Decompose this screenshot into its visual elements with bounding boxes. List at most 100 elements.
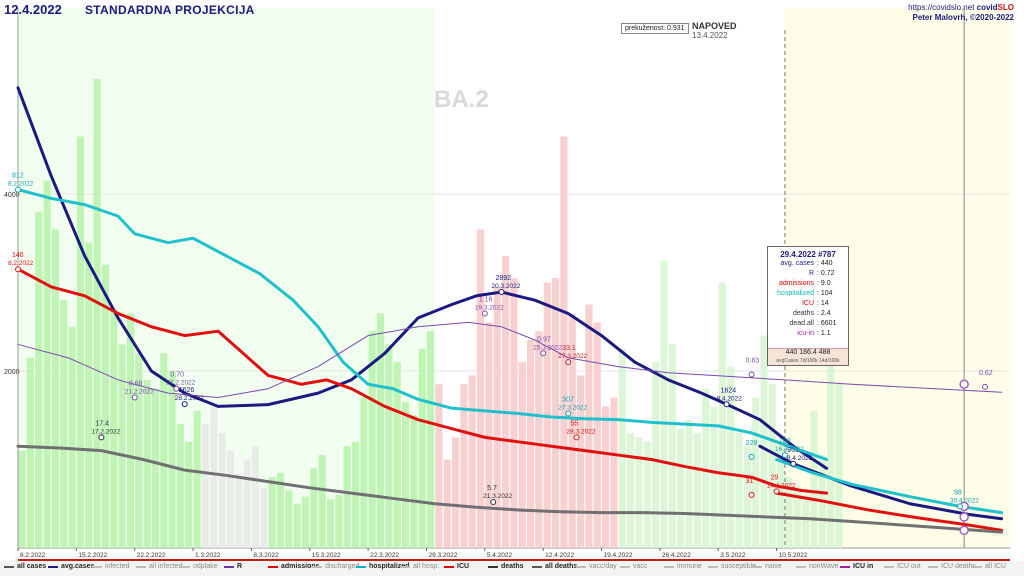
legend-item[interactable]: ICU out <box>884 563 921 570</box>
case-bar <box>552 278 560 548</box>
case-bar <box>218 432 226 548</box>
value-date-label: 21.2.2022 <box>125 389 154 396</box>
legend-item[interactable]: odplake <box>180 563 218 570</box>
legend-swatch <box>620 565 630 568</box>
legend-item[interactable]: nonWave <box>796 563 838 570</box>
case-bar <box>685 419 693 548</box>
legend-item[interactable]: all ICU <box>972 563 1006 570</box>
legend-swatch <box>928 565 938 568</box>
case-bar <box>235 472 243 548</box>
info-row-value: : 9.0 <box>817 280 831 287</box>
highlight-marker <box>959 379 969 390</box>
legend-item[interactable]: vacc/day <box>576 563 617 570</box>
value-date-label: 9.4.2022 <box>717 395 743 402</box>
info-row-key: deaths <box>792 310 814 317</box>
case-bar <box>810 410 818 548</box>
value-label: 2892 <box>495 275 511 282</box>
legend-item[interactable]: R <box>224 563 242 570</box>
info-row-key: dead.all <box>789 320 814 327</box>
case-bar <box>710 406 718 548</box>
legend-item[interactable]: hospitalized <box>356 563 409 570</box>
legend-item[interactable]: avg.cases <box>48 563 94 570</box>
legend-item[interactable]: vacc <box>620 563 647 570</box>
legend-item[interactable]: ICU in <box>840 563 873 570</box>
series-line <box>16 86 829 470</box>
case-bar <box>493 286 501 548</box>
info-row-key: avg. cases <box>780 260 814 267</box>
value-date-label: 27.2.2022 <box>166 380 195 387</box>
site-prefix: https://covidslo.net <box>908 3 977 12</box>
value-marker <box>481 310 488 317</box>
legend-item[interactable]: naive <box>752 563 782 570</box>
legend-item[interactable]: all deaths <box>532 563 577 570</box>
forecast-label: NAPOVED 13.4.2022 <box>692 21 737 41</box>
case-bar <box>627 432 635 548</box>
value-marker <box>790 460 797 467</box>
legend-label: deaths <box>501 563 524 570</box>
case-bar <box>176 424 185 548</box>
case-bar <box>568 313 576 548</box>
value-label: 0.83 <box>746 358 760 365</box>
case-bar <box>118 344 126 548</box>
legend-swatch <box>92 565 102 568</box>
date-strip <box>18 559 1010 561</box>
legend-label: avg.cases <box>61 563 95 570</box>
value-marker <box>173 385 180 392</box>
case-bar <box>26 357 34 548</box>
legend-label: ICU <box>457 563 470 570</box>
legend-swatch <box>708 565 718 568</box>
info-row: hospitalized: 104 <box>768 289 848 299</box>
legend-item[interactable]: deaths <box>488 563 524 570</box>
case-bar <box>251 446 260 548</box>
legend-item[interactable]: all cases <box>4 563 46 570</box>
case-bar <box>718 282 726 548</box>
value-date-label: 28.2.2022 <box>175 395 204 402</box>
case-bar <box>43 180 51 548</box>
legend-swatch <box>312 565 322 568</box>
legend-label: all hosp. <box>413 563 440 570</box>
site-brand-slo: SLO <box>997 3 1014 12</box>
x-tick-label: 8.2.2022 <box>20 552 46 559</box>
legend-label: susceptible <box>721 563 757 570</box>
series-line <box>16 188 829 461</box>
x-tick-label: 22.3.2022 <box>370 552 399 559</box>
value-marker <box>781 452 788 459</box>
legend-item[interactable]: admissions <box>268 563 320 570</box>
legend-swatch <box>664 565 674 568</box>
legend-item[interactable]: susceptible <box>708 563 756 570</box>
value-label: 200 <box>779 438 791 445</box>
forecast-title: NAPOVED <box>692 21 737 31</box>
info-box-stats-sub: avgCases 7d/100k 14d/100k <box>776 358 840 364</box>
case-bar <box>401 401 410 548</box>
legend-item[interactable]: discharged <box>312 563 359 570</box>
legend-swatch <box>840 565 850 568</box>
variant-label: BA.2 <box>434 86 489 113</box>
case-bar <box>560 136 568 548</box>
info-row: icu-in: 1.1 <box>768 329 848 339</box>
value-date-label: 16.4.2022 <box>775 446 804 453</box>
value-date-label: 25.3.2022 <box>533 344 562 351</box>
legend-item[interactable]: ICU deaths <box>928 563 976 570</box>
value-date-label: 17.2.2022 <box>91 428 120 435</box>
case-bar <box>243 459 251 548</box>
info-row-value: : 14 <box>817 300 829 307</box>
site-link[interactable]: https://covidslo.net covidSLO <box>908 3 1014 12</box>
legend-item[interactable]: all infected <box>136 563 182 570</box>
legend-item[interactable]: ICU <box>444 563 469 570</box>
case-bar <box>126 313 135 548</box>
case-bar <box>360 397 368 548</box>
legend-swatch <box>752 565 762 568</box>
legend-swatch <box>268 565 278 568</box>
site-brand: covid <box>976 3 998 12</box>
legend-item[interactable]: infected <box>92 563 130 570</box>
case-bar <box>518 362 526 548</box>
info-row: dead.all: 6601 <box>768 319 848 329</box>
legend-item[interactable]: all hosp. <box>400 563 439 570</box>
value-date-label: 30.4.2022 <box>950 497 979 504</box>
legend-swatch <box>972 565 982 568</box>
legend-item[interactable]: immune <box>664 563 702 570</box>
y-tick-label: 4000 <box>4 192 20 199</box>
case-bar <box>410 415 418 548</box>
x-tick-label: 5.4.2022 <box>487 552 513 559</box>
case-bar <box>226 450 235 548</box>
